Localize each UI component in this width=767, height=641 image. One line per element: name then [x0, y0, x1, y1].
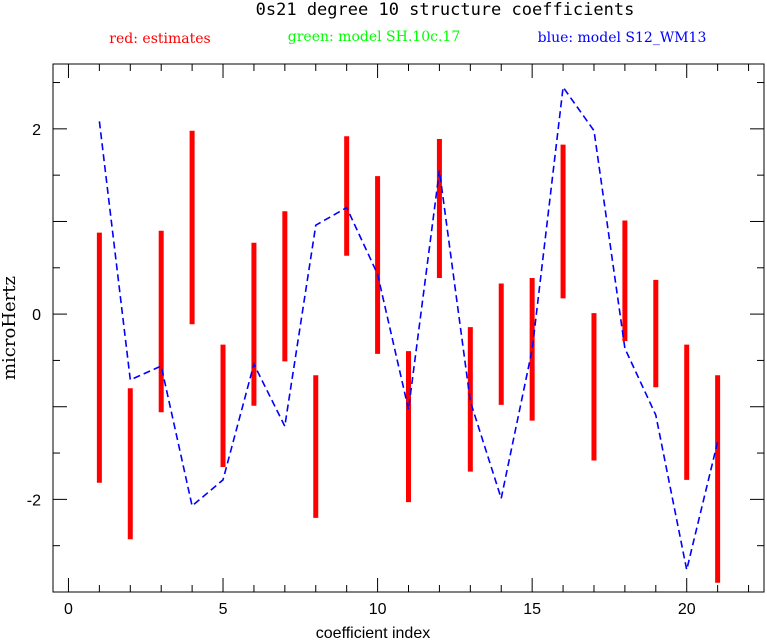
axis-ticks — [53, 64, 764, 593]
chart-title: 0s21 degree 10 structure coefficients — [256, 0, 635, 20]
data-marks — [96, 85, 721, 583]
y-tick-label: 2 — [32, 122, 41, 139]
x-tick-label: 10 — [369, 601, 387, 618]
legend-model-sh: green: model SH.10c.17 — [288, 29, 460, 45]
y-tick-label: -2 — [27, 492, 41, 509]
x-tick-label: 0 — [64, 601, 73, 618]
x-tick-label: 5 — [219, 601, 228, 618]
legend-model-s12: blue: model S12_WM13 — [538, 30, 707, 46]
y-axis-label: microHertz — [0, 276, 20, 380]
tick-labels: 0 5 10 15 20 -2 0 2 — [27, 122, 696, 618]
series-line-s12-wm13 — [98, 85, 719, 570]
x-tick-label: 20 — [678, 601, 696, 618]
legend-estimates: red: estimates — [109, 31, 210, 47]
y-tick-label: 0 — [32, 307, 41, 324]
x-axis-label: coefficient index — [316, 625, 430, 641]
x-tick-label: 15 — [523, 601, 541, 618]
